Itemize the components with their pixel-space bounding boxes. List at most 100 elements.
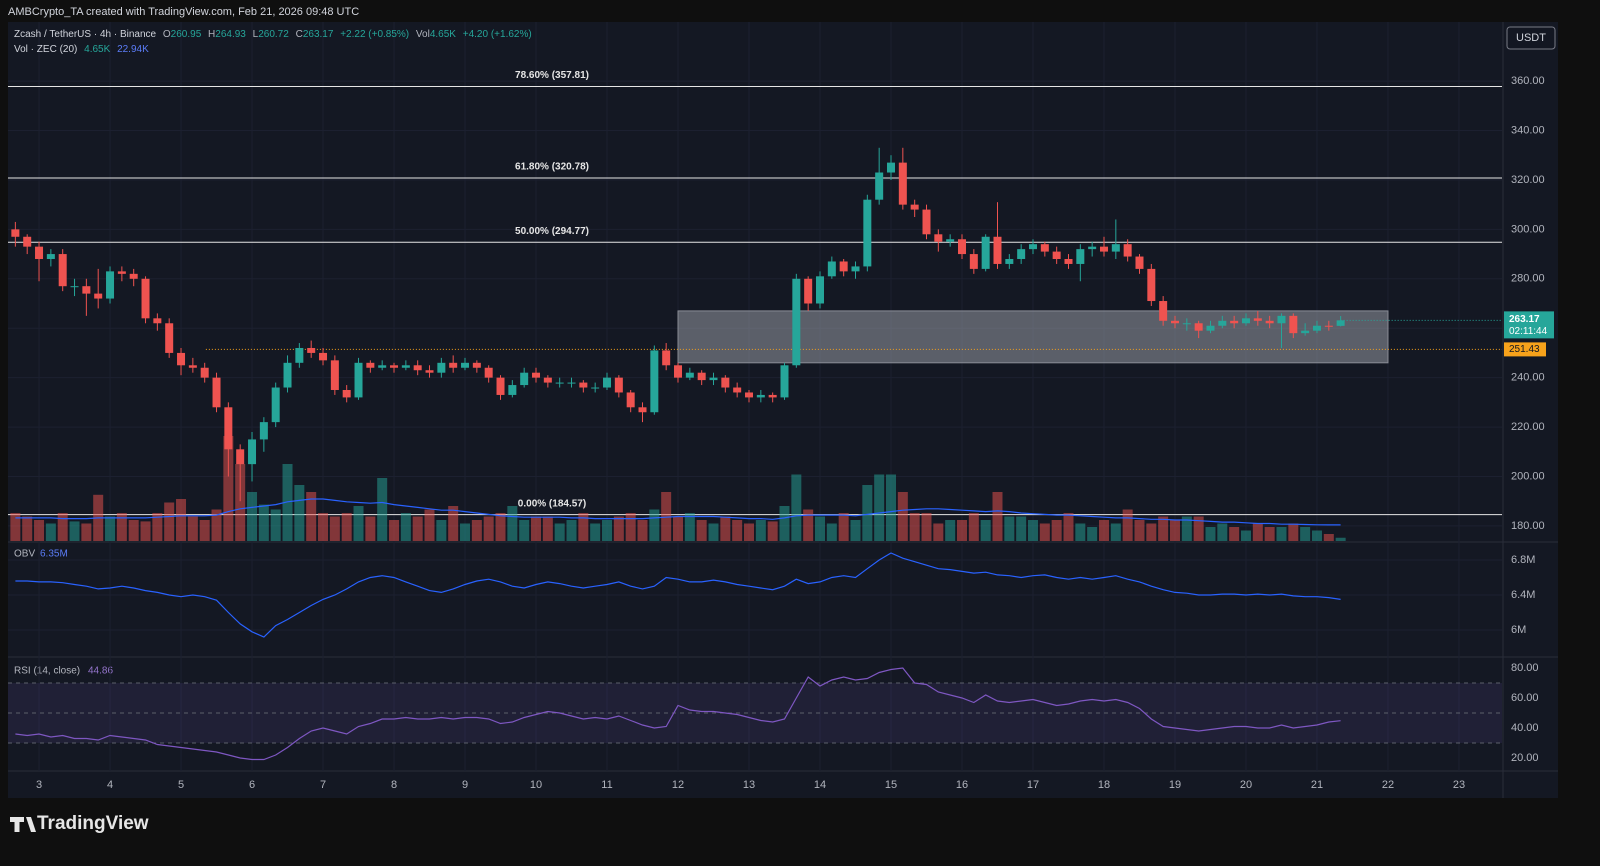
vol-value: 4.65K <box>429 29 456 40</box>
candle-body <box>532 372 541 378</box>
volume-bar <box>885 474 896 541</box>
volume-bar <box>377 478 388 541</box>
volume-bar <box>945 520 956 541</box>
volume-bar <box>282 464 293 541</box>
volume-bar <box>779 506 790 541</box>
candle-body <box>1312 325 1321 331</box>
y-tick-label: 240.00 <box>1511 372 1545 384</box>
volume-bar <box>1027 520 1038 541</box>
volume-bar <box>187 516 198 541</box>
volume-bar <box>247 492 258 541</box>
candle-body <box>1159 301 1168 321</box>
candle-body <box>1064 259 1073 264</box>
ref-price: 251.43 <box>1509 344 1540 355</box>
candle-body <box>342 389 351 398</box>
vol-last: 4.65K <box>84 44 111 55</box>
x-tick-label: 5 <box>178 779 184 791</box>
candle-body <box>117 271 126 274</box>
candle-body <box>508 385 517 395</box>
volume-bar <box>1110 523 1121 541</box>
candle-body <box>709 377 718 381</box>
ohlc-key: O <box>162 29 171 40</box>
volume-bar <box>318 513 329 541</box>
volume-bar <box>22 516 33 541</box>
candle-body <box>378 365 387 368</box>
volume-bar <box>933 523 944 541</box>
candle-body <box>886 162 895 173</box>
vol-ma-last: 22.94K <box>117 44 149 55</box>
candle-body <box>875 172 884 200</box>
candle-body <box>1111 244 1120 252</box>
currency[interactable]: USDT <box>1516 32 1546 44</box>
volume-bar <box>1311 530 1322 541</box>
volume-bar <box>1169 520 1180 541</box>
volume-bar <box>460 523 471 541</box>
candle-body <box>650 350 659 413</box>
candle-body <box>437 362 446 373</box>
candle-body <box>674 365 683 378</box>
candle-body <box>46 254 55 260</box>
obv-title: OBV <box>14 549 35 560</box>
volume-bar <box>507 506 518 541</box>
volume-bar <box>1205 527 1216 541</box>
volume-bar <box>105 516 116 541</box>
x-tick-label: 21 <box>1311 779 1323 791</box>
volume-bar <box>81 523 92 541</box>
x-tick-label: 18 <box>1098 779 1110 791</box>
candle-body <box>792 278 801 366</box>
change: +2.22 (+0.85%) <box>340 29 410 40</box>
volume-bar <box>152 513 163 541</box>
volume-bar <box>566 520 577 541</box>
candle-body <box>603 377 612 388</box>
volume-bar <box>1217 523 1228 541</box>
candle-body <box>1052 251 1061 260</box>
volume-bar <box>1240 530 1251 541</box>
rsi-tick-label: 60.00 <box>1511 692 1539 704</box>
candle-body <box>934 234 943 242</box>
volume-bar <box>1039 523 1050 541</box>
volume-bar <box>1098 520 1109 541</box>
candle-body <box>957 239 966 255</box>
candle-body <box>259 422 268 440</box>
volume-bar <box>1134 520 1145 541</box>
candle-body <box>1230 320 1239 324</box>
candle-body <box>839 261 848 272</box>
volume-bar <box>436 520 447 541</box>
volume-bar <box>1252 523 1263 541</box>
y-tick-label: 320.00 <box>1511 174 1545 186</box>
candle-body <box>449 362 458 368</box>
volume-bar <box>791 474 802 541</box>
candle-body <box>1241 318 1250 324</box>
volume-bar <box>1276 527 1287 541</box>
candle-body <box>662 350 671 366</box>
candle-body <box>1088 246 1097 250</box>
candle-body <box>58 254 67 287</box>
volume-bar <box>720 516 731 541</box>
rsi-tick-label: 40.00 <box>1511 722 1539 734</box>
obv-last: 6.35M <box>40 549 68 560</box>
candle-body <box>330 360 339 390</box>
x-tick-label: 4 <box>107 779 113 791</box>
candle-body <box>567 382 576 384</box>
volume-bar <box>400 513 411 541</box>
x-tick-label: 11 <box>601 779 612 791</box>
currency-box[interactable] <box>1506 26 1556 50</box>
candle-body <box>969 254 978 269</box>
brand-logo: TradingView <box>10 813 149 834</box>
volume-bar <box>258 504 269 541</box>
candle-body <box>188 365 197 368</box>
volume-bar <box>542 516 553 541</box>
volume-bar <box>116 513 127 541</box>
candle-body <box>946 239 955 242</box>
volume-bar <box>968 513 979 541</box>
candle-body <box>224 407 233 450</box>
ohlc-key: H <box>208 29 216 40</box>
candle-body <box>200 367 209 378</box>
rsi-last: 44.86 <box>88 666 113 677</box>
candle-body <box>177 352 186 366</box>
candle-body <box>697 372 706 381</box>
volume-bar <box>1229 527 1240 541</box>
volume-bar <box>554 523 565 541</box>
candle-body <box>319 352 328 361</box>
